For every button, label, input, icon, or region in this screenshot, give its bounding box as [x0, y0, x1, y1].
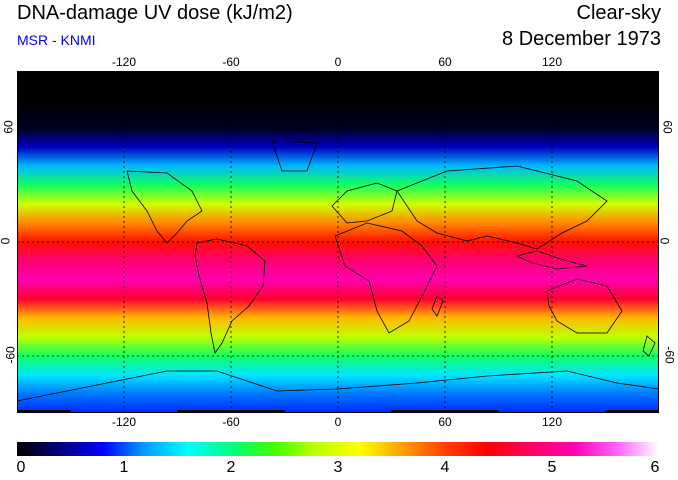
colorbar-label: 0 [16, 459, 26, 476]
tick-label: 60 [660, 120, 675, 134]
colorbar-label: 3 [333, 459, 343, 476]
colorbar-label: 4 [440, 459, 450, 476]
tick-label: -60 [662, 346, 677, 364]
tick-label: 60 [438, 415, 452, 429]
tick-label: -60 [222, 55, 240, 69]
europe-coast [331, 182, 398, 224]
indonesia-coast [515, 250, 588, 270]
map-title: DNA-damage UV dose (kJ/m2) [17, 2, 293, 24]
map-border [17, 71, 659, 413]
north-america-coast [126, 170, 203, 244]
gridlines [17, 71, 659, 413]
new-zealand-coast [642, 335, 656, 357]
antarctica-coast [17, 370, 659, 402]
tick-label: -120 [111, 415, 137, 429]
colorbar-gradient [17, 442, 659, 456]
frame-bar-bottom [605, 410, 659, 413]
asia-coast [396, 165, 608, 250]
tick-label: -120 [111, 55, 137, 69]
tick-label: 120 [541, 415, 563, 429]
colorbar-label: 5 [547, 459, 557, 476]
frame-bar-top [17, 71, 71, 74]
source-label: MSR - KNMI [17, 32, 96, 48]
colorbar-canvas [17, 442, 659, 456]
colorbar-label: 2 [226, 459, 236, 476]
colorbar-label: 1 [119, 459, 129, 476]
greenland-coast [271, 140, 318, 172]
sky-type-label: Clear-sky [576, 2, 661, 24]
frame-bar-bottom [177, 410, 285, 413]
tick-label: 0 [0, 238, 12, 245]
frame-bar-bottom [17, 410, 71, 413]
colorbar-label: 6 [650, 459, 660, 476]
africa-coast [334, 222, 438, 334]
madagascar-coast [431, 295, 444, 317]
tick-label: 120 [541, 55, 563, 69]
frame-bar-top [391, 71, 499, 74]
south-america-coast [194, 238, 266, 354]
tick-label: 0 [334, 415, 342, 429]
frame-bar-bottom [391, 410, 499, 413]
colorbar [17, 442, 659, 456]
tick-label: -60 [222, 415, 240, 429]
frame-bar-top [177, 71, 285, 74]
tick-label: 0 [334, 55, 342, 69]
tick-label: -60 [3, 346, 18, 364]
tick-label: 60 [1, 120, 16, 134]
map-canvas [17, 71, 659, 413]
tick-label: 0 [657, 237, 672, 245]
uv-dose-map [17, 71, 659, 413]
date-label: 8 December 1973 [502, 28, 661, 50]
coastlines [17, 140, 659, 402]
frame-bar-top [605, 71, 659, 74]
tick-label: 60 [438, 55, 452, 69]
